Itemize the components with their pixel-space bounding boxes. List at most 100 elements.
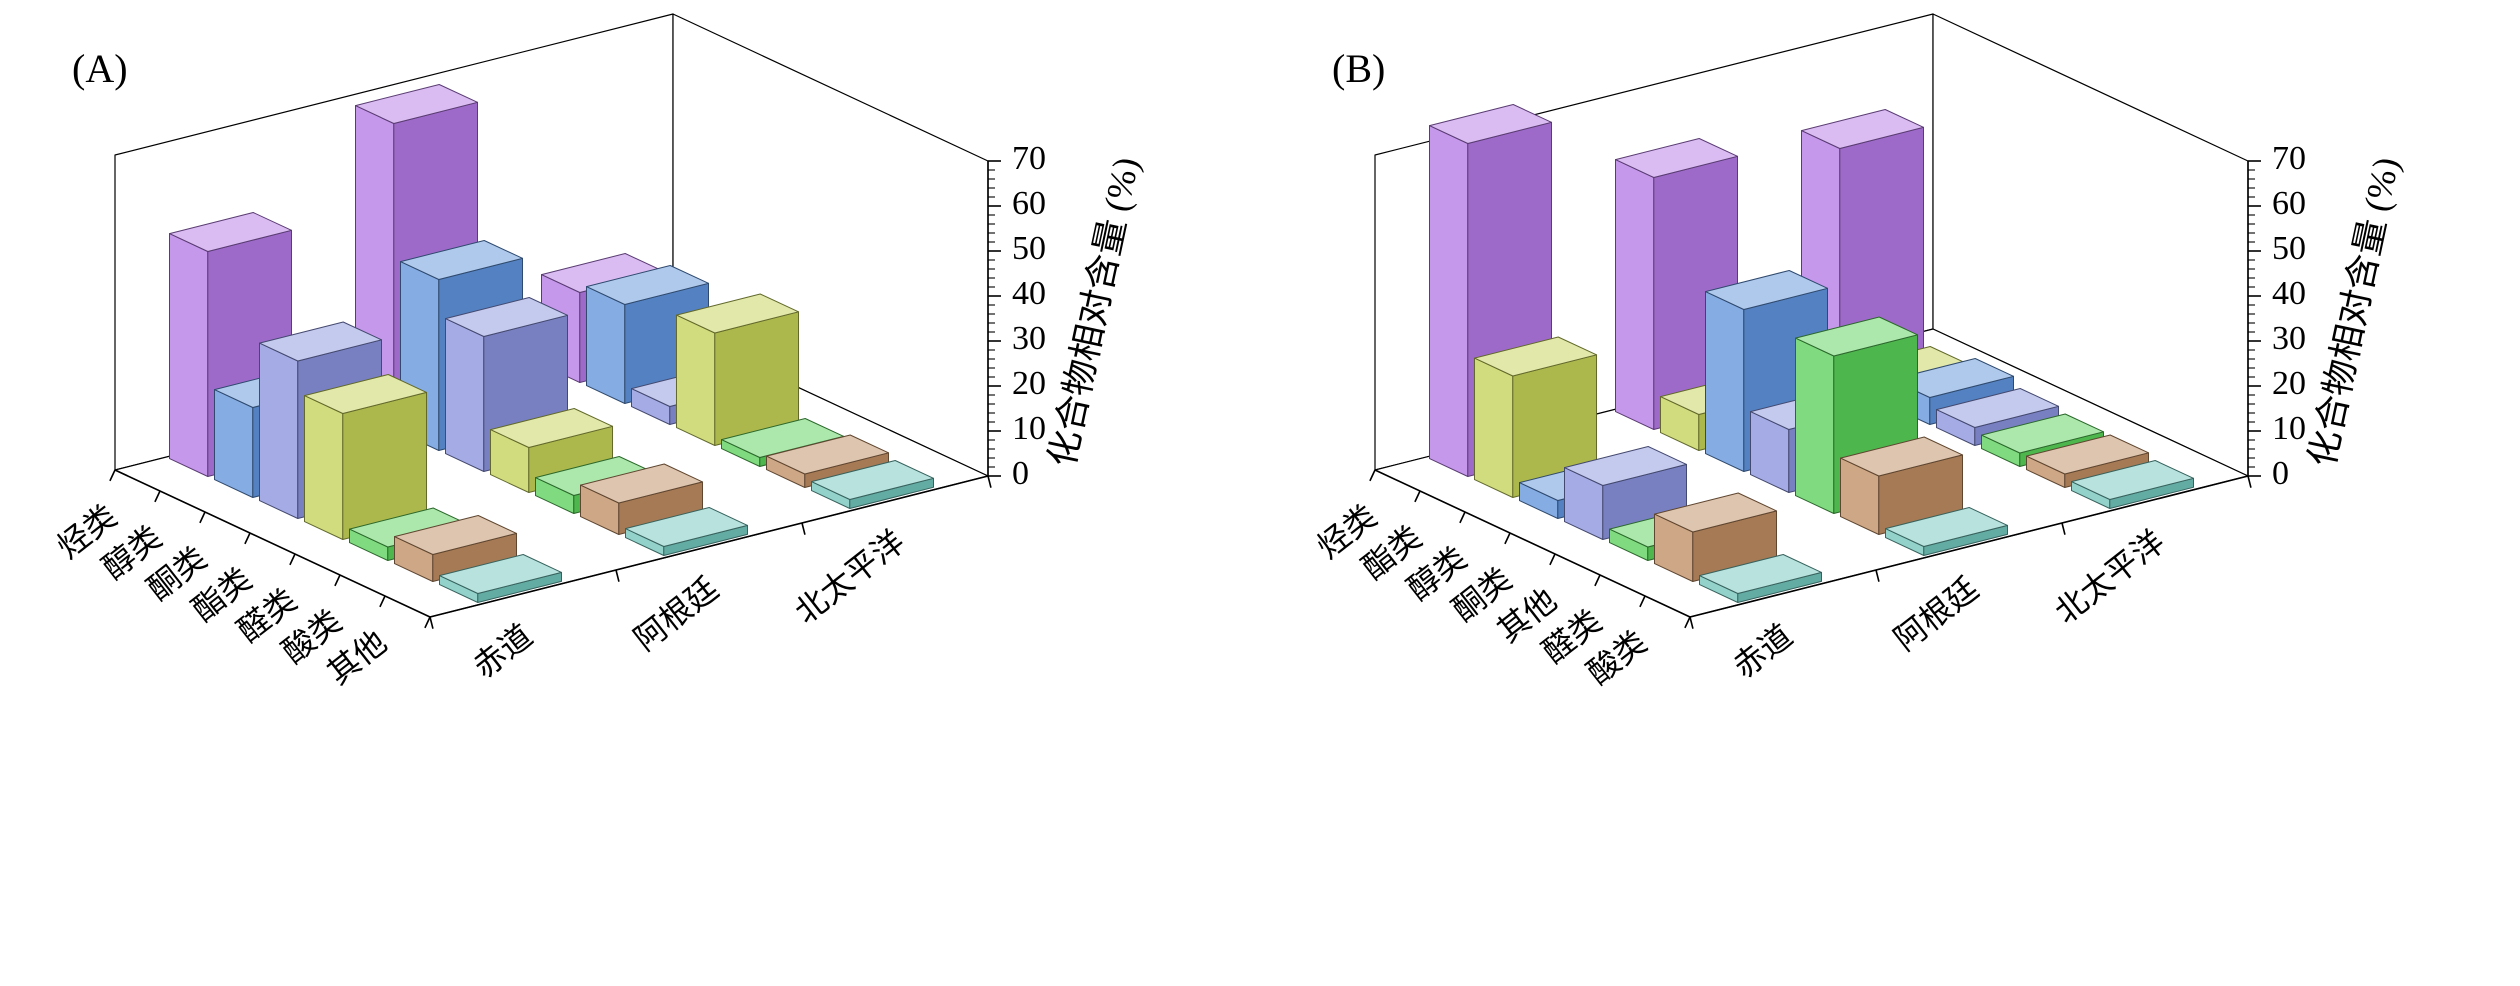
group-tick <box>987 475 992 488</box>
z-tick-label: 50 <box>1012 230 1046 267</box>
category-tick <box>1594 574 1601 587</box>
bar-front-face <box>214 389 254 498</box>
z-tick-label: 60 <box>1012 185 1046 222</box>
bar-北太平洋-其他 <box>811 460 934 509</box>
bar-top-face <box>766 434 889 475</box>
bar-front-face <box>1705 291 1745 472</box>
bar-top-face <box>1801 109 1924 149</box>
bar-top-face <box>304 374 427 414</box>
group-tick <box>615 569 620 582</box>
z-tick-label: 20 <box>2272 365 2306 402</box>
z-tick-label: 10 <box>1012 410 1046 447</box>
group-label: 阿根廷 <box>627 570 725 657</box>
bar-赤道-酸类 <box>1699 554 1822 603</box>
z-tick-label: 40 <box>2272 275 2306 312</box>
category-tick <box>424 616 431 629</box>
group-label: 北太平洋 <box>2048 523 2171 630</box>
category-tick <box>1549 553 1556 566</box>
bar-front-face <box>445 318 485 472</box>
z-tick-label: 70 <box>1012 140 1046 177</box>
bar-top-face <box>169 212 292 252</box>
bar-top-face <box>1699 554 1822 594</box>
bar-top-face <box>1981 413 2104 454</box>
bar-top-face <box>1936 388 2059 428</box>
z-tick-label: 40 <box>1012 275 1046 312</box>
z-tick-label: 60 <box>2272 185 2306 222</box>
group-tick <box>801 522 806 535</box>
category-tick <box>1684 616 1691 629</box>
bar-top-face <box>625 507 748 547</box>
chart-panel-a: 烃类 醇类 酮类 酯类 醛类 酸类 其他 赤道 阿根廷 北太平洋 0 10 20 30 40 50 60 70 化合… <box>51 13 1147 691</box>
category-tick <box>1459 511 1466 524</box>
category-tick <box>109 469 116 482</box>
panel-letter: (B) <box>1332 46 1385 91</box>
category-axis-line <box>114 469 431 618</box>
bar-top-face <box>490 408 613 448</box>
category-tick <box>1414 490 1421 503</box>
bar-top-face <box>1654 492 1777 533</box>
bar-北太平洋-酸类 <box>2071 460 2194 509</box>
group-label: 阿根廷 <box>1887 570 1985 657</box>
bar-front-face <box>169 233 209 477</box>
bar-top-face <box>259 321 382 362</box>
group-axis-line <box>429 475 989 618</box>
category-axis-line <box>1374 469 1691 618</box>
bar-top-face <box>1885 507 2008 547</box>
group-axis-line <box>1689 475 2249 618</box>
bar-赤道-其他 <box>439 554 562 603</box>
bar-赤道-酸类 <box>394 515 517 582</box>
category-tick <box>154 490 161 503</box>
z-tick-label: 0 <box>2272 455 2289 492</box>
bar-top-face <box>586 265 709 305</box>
bar-front-face <box>259 342 299 519</box>
z-axis-title: 化合物相对含量 (%) <box>1042 154 1147 470</box>
bar-top-face <box>1795 316 1918 357</box>
bar-top-face <box>1564 446 1687 486</box>
bar-赤道-酯类 <box>304 374 427 540</box>
bar-top-face <box>580 463 703 504</box>
category-tick <box>334 574 341 587</box>
group-tick <box>429 616 434 629</box>
category-tick <box>244 532 251 545</box>
bar-top-face <box>811 460 934 500</box>
category-tick <box>289 553 296 566</box>
bar-top-face <box>1429 104 1552 144</box>
bar-top-face <box>1474 336 1597 377</box>
group-label: 赤道 <box>1726 617 1799 685</box>
bar-赤道-酯类 <box>1474 336 1597 498</box>
bar-top-face <box>1615 138 1738 178</box>
group-tick <box>1875 569 1880 582</box>
bar-front-face <box>304 395 344 540</box>
bars <box>1429 104 2194 603</box>
bar-top-face <box>2071 460 2194 500</box>
category-tick <box>379 595 386 608</box>
category-tick <box>1639 595 1646 608</box>
z-tick-label: 30 <box>1012 320 1046 357</box>
z-tick-label: 30 <box>2272 320 2306 357</box>
bar-北太平洋-酯类 <box>676 293 799 446</box>
z-tick-label: 10 <box>2272 410 2306 447</box>
group-tick <box>2061 522 2066 535</box>
group-label: 赤道 <box>466 617 539 685</box>
panel-letter: (A) <box>72 46 128 91</box>
bar-front-face <box>1429 125 1469 477</box>
category-tick <box>1504 532 1511 545</box>
category-tick <box>199 511 206 524</box>
z-tick-label: 70 <box>2272 140 2306 177</box>
bar-top-face <box>394 515 517 555</box>
z-tick-label: 50 <box>2272 230 2306 267</box>
bar-front-face <box>586 286 626 404</box>
bars <box>169 84 934 603</box>
bar-top-face <box>445 297 568 337</box>
group-label: 北太平洋 <box>788 523 911 630</box>
z-tick-label: 20 <box>1012 365 1046 402</box>
z-tick-label: 0 <box>1012 455 1029 492</box>
bar-北太平洋-烃类 <box>1801 109 1924 383</box>
bar-阿根廷-酸类 <box>1885 507 2008 556</box>
bar-front-face <box>1615 159 1655 430</box>
